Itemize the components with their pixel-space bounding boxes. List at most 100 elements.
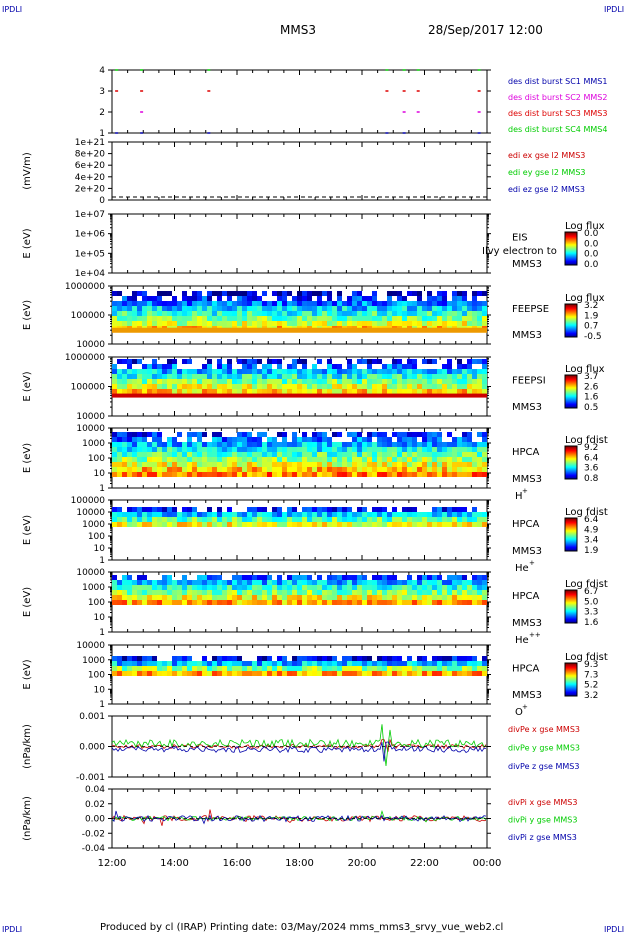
spectrogram-cell <box>377 580 382 585</box>
spectrogram-cell <box>327 374 332 379</box>
spectrogram-cell <box>302 467 307 472</box>
spectrogram-cell <box>372 301 377 306</box>
header-datetime: 28/Sep/2017 12:00 <box>428 23 543 37</box>
spectrogram-cell <box>462 374 467 379</box>
spectrogram-cell <box>432 369 437 374</box>
spectrogram-cell <box>357 384 362 389</box>
spectrogram-cell <box>417 590 422 595</box>
spectrogram-cell <box>222 301 227 306</box>
spectrogram-cell <box>317 442 322 447</box>
spectrogram-cell <box>472 389 477 394</box>
spectrogram-cell <box>282 661 287 666</box>
spectrogram-cell <box>117 666 122 671</box>
colorbar-slice <box>565 335 577 337</box>
spectrogram-cell <box>257 595 262 600</box>
spectrogram-cell <box>392 656 397 661</box>
spectrogram-cell <box>377 595 382 600</box>
spectrogram-cell <box>257 472 262 477</box>
colorbar-slice <box>565 612 577 614</box>
spectrogram-cell <box>337 384 342 389</box>
spectrogram-cell <box>127 595 132 600</box>
spectrogram-cell <box>207 575 212 580</box>
colorbar-slice <box>565 466 577 468</box>
spectrogram-cell <box>322 517 327 522</box>
colorbar-slice <box>565 457 577 459</box>
spectrogram-cell <box>332 512 337 517</box>
spectrogram-cell <box>372 472 377 477</box>
colorbar-tick-label: 1.9 <box>584 546 599 556</box>
spectrogram-cell <box>122 517 127 522</box>
spectrogram-cell <box>157 452 162 457</box>
spectrogram-cell <box>187 447 192 452</box>
spectrogram-cell <box>162 590 167 595</box>
spectrogram-cell <box>402 442 407 447</box>
spectrogram-cell <box>307 321 312 326</box>
spectrogram-cell <box>432 432 437 437</box>
spectrogram-cell <box>292 432 297 437</box>
spectrogram-cell <box>397 359 402 364</box>
spectrogram-cell <box>117 379 122 384</box>
spectrogram-cell <box>482 301 487 306</box>
spectrogram-cell <box>177 590 182 595</box>
spectrogram-cell <box>212 437 217 442</box>
spectrogram-cell <box>152 580 157 585</box>
spectrogram-cell <box>117 656 122 661</box>
spectrogram-cell <box>237 306 242 311</box>
spectrogram-cell <box>317 437 322 442</box>
spectrogram-cell <box>112 384 117 389</box>
spectrogram-cell <box>332 311 337 316</box>
spectrogram-cell <box>137 472 142 477</box>
spectrogram-cell <box>347 580 352 585</box>
spectrogram-cell <box>262 364 267 369</box>
colorbar-slice <box>565 398 577 400</box>
spectrogram-cell <box>352 666 357 671</box>
spectrogram-cell <box>392 374 397 379</box>
spectrogram-cell <box>292 321 297 326</box>
spectrogram-cell <box>247 374 252 379</box>
spectrogram-cell <box>132 595 137 600</box>
colorbar-slice <box>565 327 577 329</box>
spectrogram-cell <box>327 580 332 585</box>
spectrogram-cell <box>362 311 367 316</box>
spectrogram-cell <box>402 296 407 301</box>
spectrogram-cell <box>112 306 117 311</box>
spectrogram-cell <box>452 437 457 442</box>
spectrogram-cell <box>197 472 202 477</box>
spectrogram-cell <box>367 384 372 389</box>
spectrogram-cell <box>402 306 407 311</box>
colorbar-slice <box>565 244 577 246</box>
colorbar-slice <box>565 243 577 245</box>
spectrogram-cell <box>352 301 357 306</box>
spectrogram-cell <box>192 306 197 311</box>
spectrogram-cell <box>477 301 482 306</box>
spectrogram-cell <box>332 656 337 661</box>
spectrogram-cell <box>287 472 292 477</box>
spectrogram-cell <box>367 671 372 676</box>
spectrogram-cell <box>427 447 432 452</box>
spectrogram-cell <box>212 585 217 590</box>
spectrogram-cell <box>277 321 282 326</box>
y-tick-label: -0.001 <box>76 773 105 783</box>
colorbar-slice <box>565 519 577 521</box>
spectrogram-cell <box>452 447 457 452</box>
spectrogram-cell <box>377 590 382 595</box>
spectrogram-cell <box>427 369 432 374</box>
spectrogram-cell <box>142 389 147 394</box>
spectrogram-cell <box>317 432 322 437</box>
spectrogram-cell <box>412 364 417 369</box>
spectrogram-cell <box>372 575 377 580</box>
spectrogram-cell <box>267 595 272 600</box>
spectrogram-cell <box>137 379 142 384</box>
spectrogram-cell <box>362 359 367 364</box>
spectrogram-cell <box>212 316 217 321</box>
spectrogram-cell <box>312 462 317 467</box>
spectrogram-cell <box>367 462 372 467</box>
spectrogram-cell <box>112 462 117 467</box>
spectrogram-cell <box>357 291 362 296</box>
spectrogram-cell <box>407 369 412 374</box>
spectrogram-cell <box>467 585 472 590</box>
spectrogram-cell <box>367 296 372 301</box>
spectrogram-cell <box>357 595 362 600</box>
